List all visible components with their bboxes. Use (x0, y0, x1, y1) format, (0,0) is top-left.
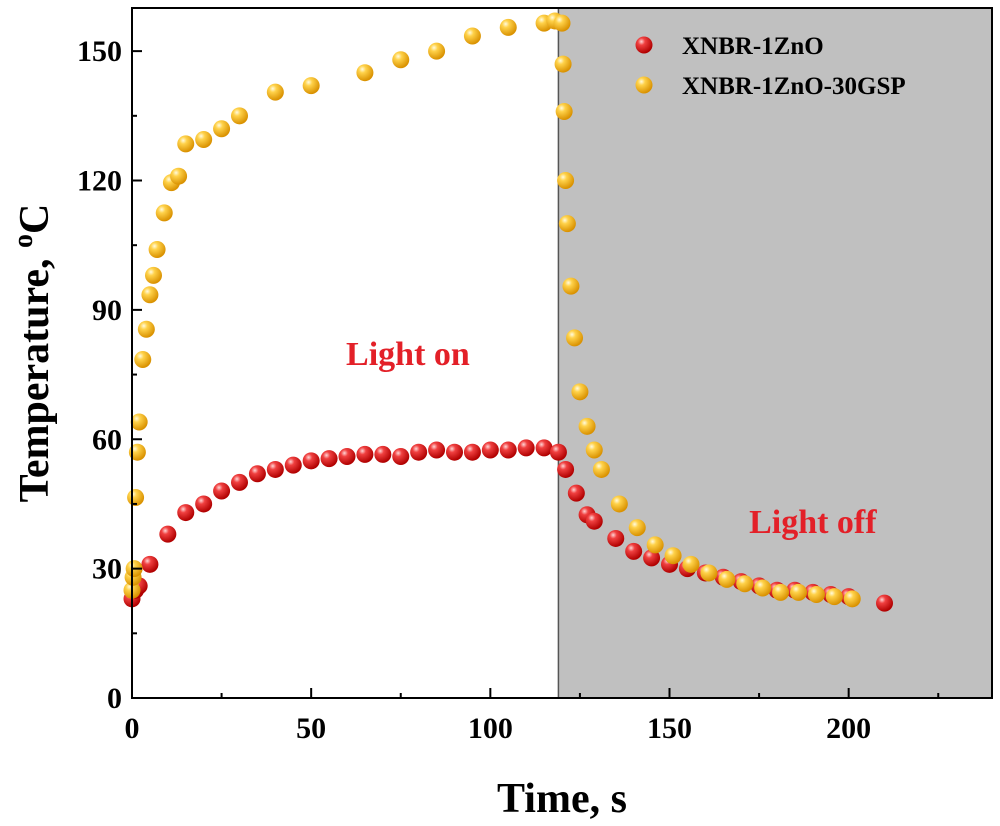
data-point (177, 135, 194, 152)
data-point (267, 461, 284, 478)
data-point (593, 461, 610, 478)
y-axis-title-degree: o (8, 234, 39, 248)
data-point (718, 571, 735, 588)
x-tick-label: 100 (468, 712, 513, 745)
data-point (844, 590, 861, 607)
y-tick-label: 90 (92, 294, 122, 327)
data-point (195, 131, 212, 148)
data-point (607, 530, 624, 547)
y-axis-title-main: Temperature, (12, 248, 58, 502)
data-point (149, 241, 166, 258)
data-point (808, 586, 825, 603)
data-point (579, 418, 596, 435)
data-point (562, 278, 579, 295)
data-point (249, 465, 266, 482)
data-point (231, 107, 248, 124)
data-point (141, 556, 158, 573)
x-tick-label: 0 (125, 712, 140, 745)
data-point (876, 595, 893, 612)
data-point (141, 286, 158, 303)
x-axis-title: Time, s (497, 776, 627, 822)
y-tick-label: 30 (92, 553, 122, 586)
data-point (536, 439, 553, 456)
data-point (356, 64, 373, 81)
data-point (566, 329, 583, 346)
data-point (374, 446, 391, 463)
data-point (736, 575, 753, 592)
data-point (285, 457, 302, 474)
x-tick-label: 50 (296, 712, 326, 745)
data-point (568, 485, 585, 502)
data-point (267, 84, 284, 101)
data-point (213, 120, 230, 137)
data-point (339, 448, 356, 465)
x-tick-label: 200 (826, 712, 871, 745)
y-tick-label: 150 (77, 35, 122, 68)
data-point (170, 168, 187, 185)
data-point (464, 28, 481, 45)
data-point (303, 452, 320, 469)
data-point (392, 448, 409, 465)
data-point (683, 556, 700, 573)
data-point (559, 215, 576, 232)
data-point (446, 444, 463, 461)
data-point (392, 51, 409, 68)
data-point (557, 461, 574, 478)
legend-marker-xnbr-1zno (636, 37, 653, 54)
data-point (629, 519, 646, 536)
data-point (231, 474, 248, 491)
y-tick-label: 120 (77, 165, 122, 198)
annotation-light-on: Light on (346, 336, 470, 373)
data-point (772, 584, 789, 601)
data-point (131, 414, 148, 431)
legend-label-xnbr-1zno-30gsp: XNBR-1ZnO-30GSP (682, 73, 906, 100)
y-tick-label: 0 (107, 682, 122, 715)
data-point (586, 513, 603, 530)
data-point (700, 564, 717, 581)
data-point (586, 442, 603, 459)
legend-label-xnbr-1zno: XNBR-1ZnO (682, 33, 824, 60)
data-point (625, 543, 642, 560)
data-point (554, 15, 571, 32)
data-point (195, 495, 212, 512)
data-point (303, 77, 320, 94)
data-point (571, 383, 588, 400)
data-point (754, 580, 771, 597)
data-point (138, 321, 155, 338)
data-point (410, 444, 427, 461)
data-point (790, 584, 807, 601)
data-point (428, 43, 445, 60)
chart-container: 0 50 100 150 200 0 30 60 90 120 150 Light on Ligh… (0, 0, 1000, 826)
y-axis-title-unit: C (12, 204, 58, 234)
data-point (555, 56, 572, 73)
data-point (213, 483, 230, 500)
data-point (556, 103, 573, 120)
data-point (321, 450, 338, 467)
data-point (518, 439, 535, 456)
data-point (500, 442, 517, 459)
y-tick-label: 60 (92, 423, 122, 456)
x-tick-label: 150 (647, 712, 692, 745)
data-point (159, 526, 176, 543)
data-point (665, 547, 682, 564)
y-axis-title: Temperature, oC (8, 204, 58, 503)
data-point (550, 444, 567, 461)
data-point (611, 495, 628, 512)
data-point (356, 446, 373, 463)
data-point (134, 351, 151, 368)
data-point (464, 444, 481, 461)
data-point (177, 504, 194, 521)
data-point (482, 442, 499, 459)
data-point (647, 536, 664, 553)
data-point (557, 172, 574, 189)
data-point (145, 267, 162, 284)
annotation-light-off: Light off (749, 504, 877, 541)
data-point (500, 19, 517, 36)
data-point (156, 204, 173, 221)
temperature-time-chart: 0 50 100 150 200 0 30 60 90 120 150 Light on Ligh… (0, 0, 1000, 826)
legend-marker-xnbr-1zno-30gsp (636, 77, 653, 94)
data-point (826, 588, 843, 605)
data-point (428, 442, 445, 459)
